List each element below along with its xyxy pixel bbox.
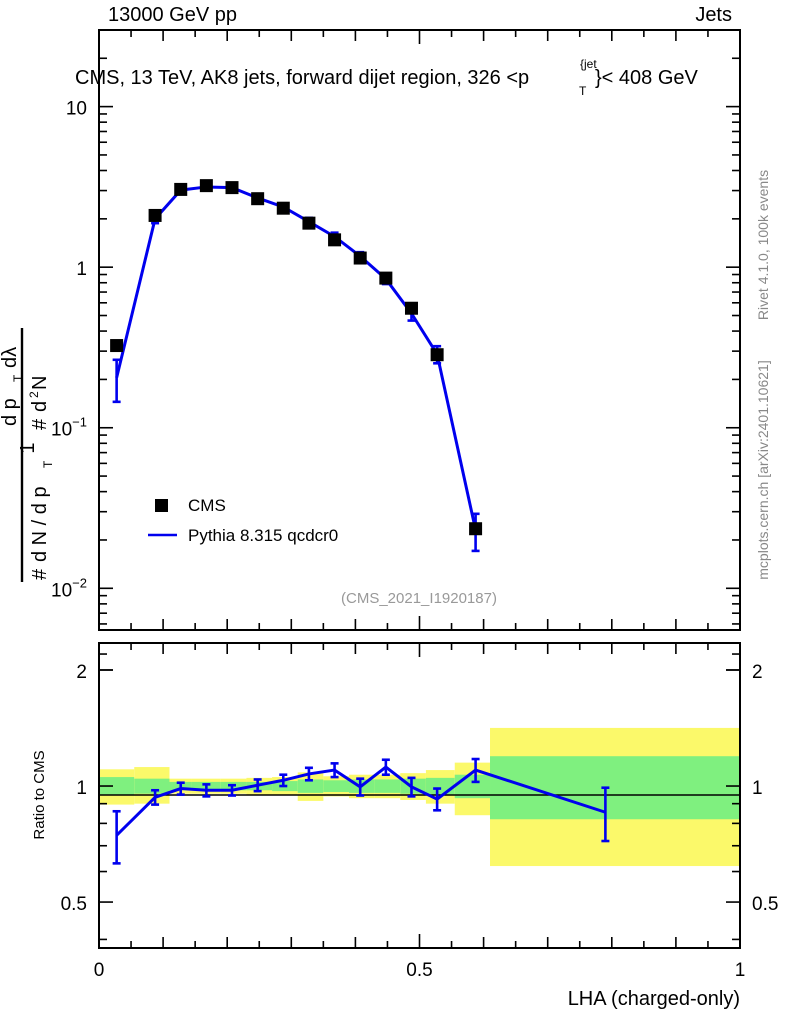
plot-title-text: CMS, 13 TeV, AK8 jets, forward dijet reg…	[75, 67, 529, 89]
rivet-version-label: Rivet 4.1.0, 100k events	[755, 170, 771, 320]
ylabel-hash-1: #	[29, 568, 51, 580]
main-y-tick-label: 10−1	[51, 415, 87, 441]
inner-uncertainty-band	[99, 777, 135, 796]
ratio-y-tick-label-right: 0.5	[752, 894, 778, 915]
main-tick-labels: 10 1 10−1 10−2	[51, 99, 87, 602]
ratio-y-tick-label-right: 1	[752, 778, 763, 799]
cms-data-marker	[379, 271, 393, 285]
cms-data-marker	[148, 208, 162, 222]
legend-marker-cms	[155, 499, 168, 512]
ratio-y-tick-label-left: 1	[76, 778, 87, 799]
cms-data-marker	[328, 233, 342, 247]
ratio-errorbars	[112, 757, 610, 865]
x-axis-tick-label: 0.5	[406, 960, 432, 981]
ratio-y-tick-label-left: 0.5	[61, 894, 87, 915]
cms-data-marker	[404, 301, 418, 315]
x-axis-tick-labels: 0 0.5 1	[94, 960, 746, 981]
ratio-y-tick-label-left: 2	[76, 662, 87, 683]
header-right-label: Jets	[695, 4, 732, 26]
analysis-id-watermark: (CMS_2021_I1920187)	[341, 590, 497, 607]
plot-title-superscript: {jet	[580, 57, 597, 71]
inner-uncertainty-band	[425, 777, 455, 795]
cms-data-marker	[251, 192, 265, 206]
x-axis-label: LHA (charged-only)	[568, 988, 740, 1010]
main-y-axis-label: # d N / d p T 1 # d 2 N d p T dλ d	[0, 328, 55, 582]
cms-data-marker	[353, 251, 367, 265]
legend-label-pythia: Pythia 8.315 qcdcr0	[188, 526, 338, 545]
plot-title: CMS, 13 TeV, AK8 jets, forward dijet reg…	[75, 57, 699, 98]
inner-uncertainty-band	[323, 780, 349, 792]
main-y-tick-label: 10−2	[51, 575, 87, 601]
cms-data-marker	[469, 522, 483, 536]
cms-data-marker	[276, 201, 290, 215]
main-y-tick-label: 10	[66, 99, 87, 120]
ylabel-d: d	[29, 401, 51, 412]
ylabel-one: 1	[17, 442, 39, 453]
ylabel-d-exponent: 2	[27, 391, 41, 398]
plot-title-subscript: T	[579, 84, 587, 98]
cms-data-marker	[302, 216, 316, 230]
mcplots-source-label: mcplots.cern.ch [arXiv:2401.10621]	[755, 360, 771, 579]
cms-data-marker	[199, 179, 213, 193]
ylabel-dN-dpT: d N / d p	[29, 486, 51, 562]
main-y-tick-label: 1	[76, 259, 87, 280]
ratio-y-tick-label-right: 2	[752, 662, 763, 683]
legend: CMS Pythia 8.315 qcdcr0	[148, 496, 338, 545]
ylabel-hash-2: #	[29, 418, 51, 430]
ratio-y-axis-label: Ratio to CMS	[31, 750, 48, 839]
ratio-tick-labels: 2 2 1 1 0.5 0.5	[61, 662, 779, 915]
x-axis-tick-label: 1	[735, 960, 746, 981]
plot-title-tail: }< 408 GeV	[595, 67, 699, 89]
cms-data-marker	[174, 182, 188, 196]
cms-data-marker	[430, 348, 444, 362]
inner-uncertainty-band	[297, 779, 324, 793]
ylabel-dpT-sub: T	[41, 460, 55, 468]
ylabel-dpT: d p	[0, 398, 21, 426]
ratio-plot-panel: 2 2 1 1 0.5 0.5	[61, 642, 779, 949]
main-plot-panel: 10 1 10−1 10−2	[51, 29, 741, 631]
main-tick-marks	[98, 29, 741, 630]
ylabel-dpT-sub2: T	[11, 374, 25, 382]
cms-data-markers-main	[110, 179, 483, 536]
ylabel-N: N	[29, 376, 51, 390]
cms-data-marker	[110, 339, 124, 353]
header-left-label: 13000 GeV pp	[108, 4, 237, 26]
x-axis-tick-label: 0	[94, 960, 105, 981]
legend-label-cms: CMS	[188, 496, 226, 515]
cms-data-marker	[225, 181, 239, 195]
ylabel-dlambda: dλ	[0, 347, 21, 368]
ratio-tick-marks	[98, 643, 741, 948]
inner-uncertainty-band	[134, 778, 170, 794]
inner-uncertainty-band	[374, 779, 401, 793]
